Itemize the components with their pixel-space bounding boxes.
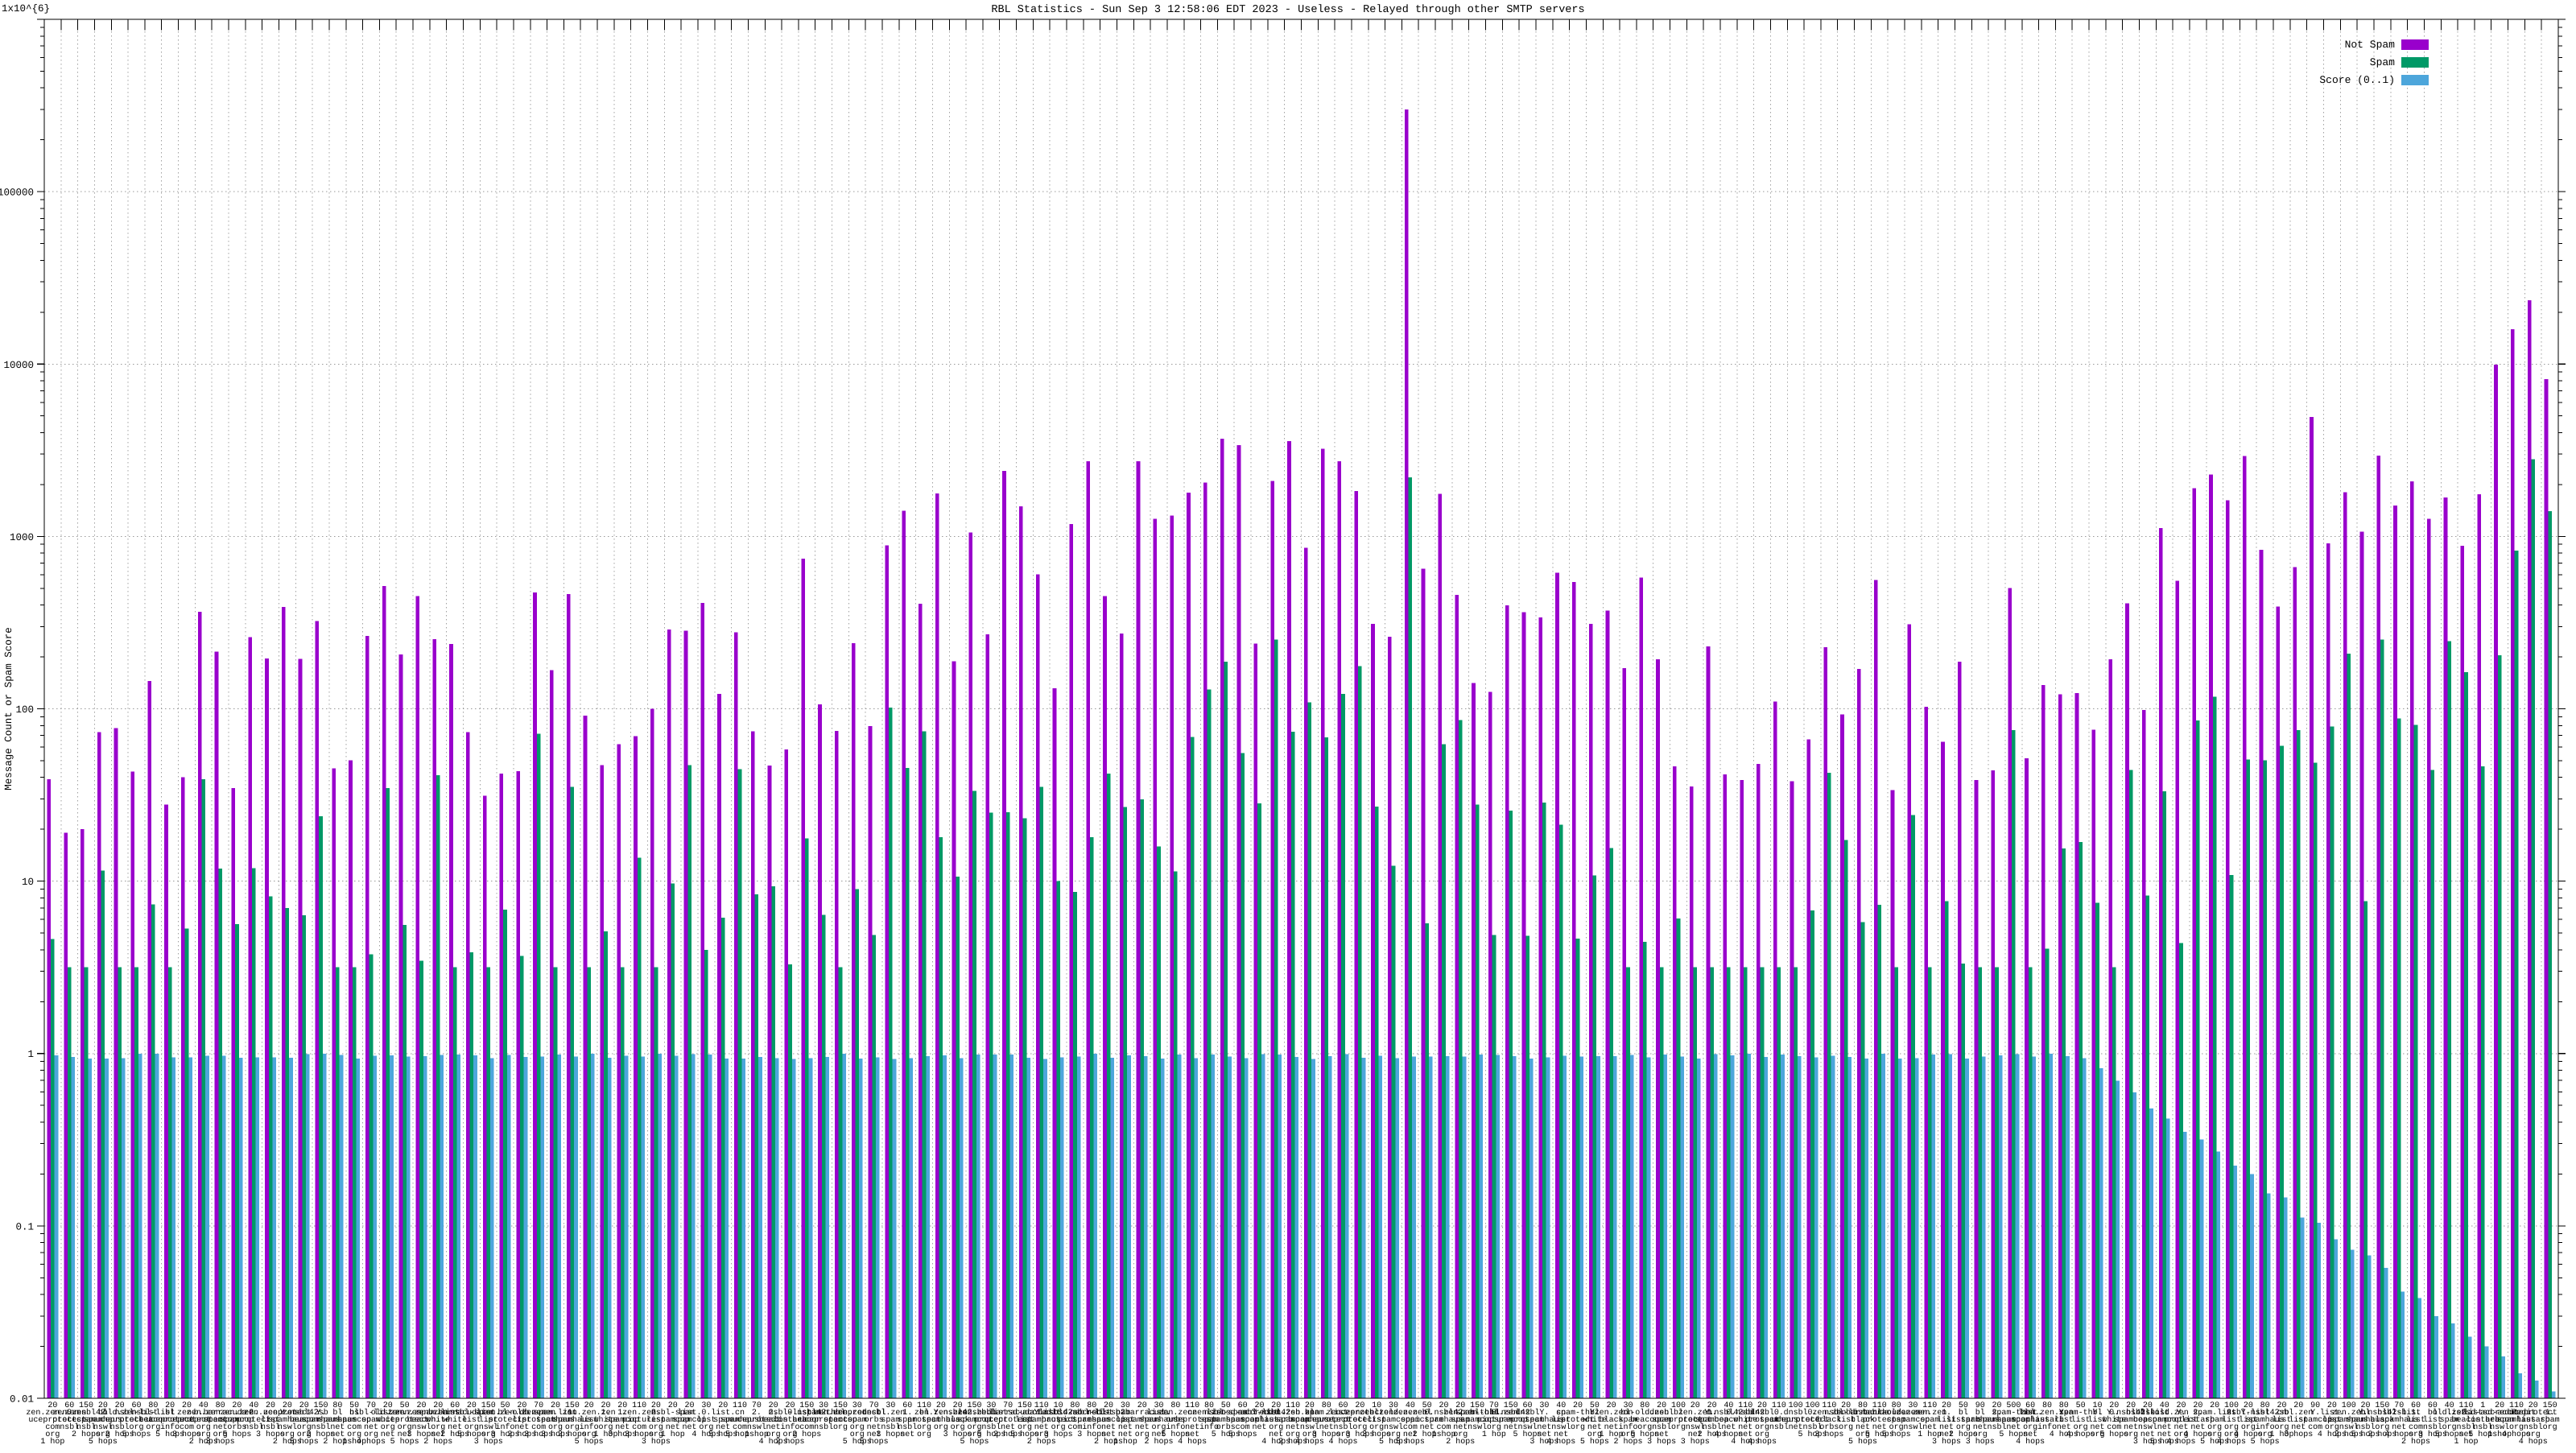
- svg-text:0.1: 0.1: [15, 1221, 34, 1232]
- svg-text:Not Spam: Not Spam: [2345, 39, 2396, 51]
- svg-text:org: org: [917, 1430, 931, 1439]
- svg-text:Score (0..1): Score (0..1): [2319, 74, 2395, 86]
- svg-text:1 hop: 1 hop: [1113, 1437, 1137, 1447]
- svg-text:1 hop: 1 hop: [1482, 1430, 1506, 1439]
- svg-text:4 hops: 4 hops: [1546, 1437, 1575, 1447]
- svg-text:1x10^{6}: 1x10^{6}: [2, 3, 50, 14]
- svg-text:org: org: [833, 1423, 848, 1432]
- svg-text:org: org: [2543, 1423, 2557, 1432]
- svg-text:1000: 1000: [10, 532, 34, 543]
- svg-text:100: 100: [15, 704, 34, 716]
- svg-text:100000: 100000: [0, 188, 34, 199]
- svg-text:10000: 10000: [3, 360, 34, 371]
- svg-text:0.01: 0.01: [10, 1394, 34, 1406]
- svg-text:Spam: Spam: [2370, 56, 2395, 68]
- svg-text:RBL Statistics - Sun Sep 3 12: RBL Statistics - Sun Sep 3 12:58:06 EDT …: [991, 4, 1584, 16]
- svg-text:4 hops: 4 hops: [2519, 1437, 2548, 1447]
- svg-text:3 hops: 3 hops: [1647, 1437, 1676, 1447]
- svg-text:1 hop: 1 hop: [661, 1430, 685, 1439]
- svg-text:net: net: [900, 1430, 914, 1439]
- svg-text:Message Count or Spam Score: Message Count or Spam Score: [3, 627, 14, 790]
- svg-text:4 hops: 4 hops: [1178, 1437, 1207, 1447]
- svg-text:3 hops: 3 hops: [1966, 1437, 1995, 1447]
- svg-text:2 hops: 2 hops: [1446, 1437, 1475, 1447]
- svg-text:4 hops: 4 hops: [2016, 1437, 2045, 1447]
- svg-text:1: 1: [27, 1049, 34, 1060]
- svg-text:4 hops: 4 hops: [1748, 1437, 1777, 1447]
- svg-text:1 hop: 1 hop: [40, 1437, 64, 1447]
- svg-text:10: 10: [22, 877, 34, 888]
